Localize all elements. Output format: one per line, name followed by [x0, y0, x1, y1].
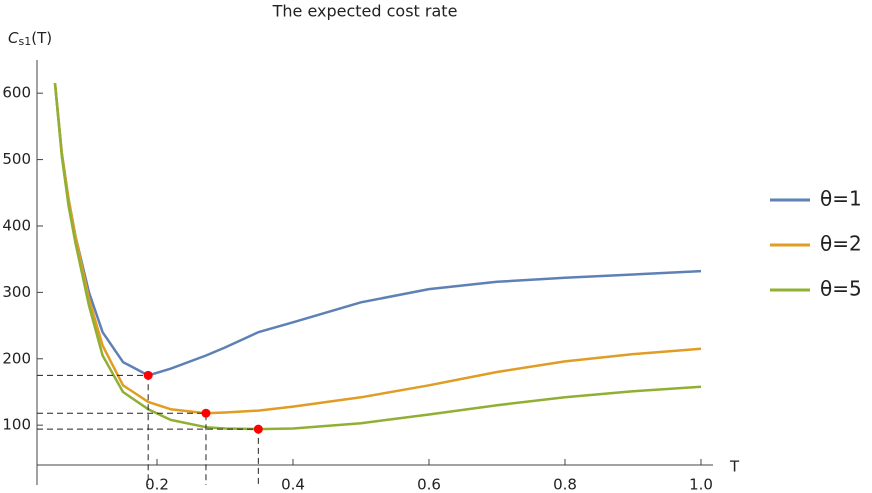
y-tick-label: 400 — [2, 216, 31, 234]
x-tick-label: 0.8 — [553, 476, 577, 493]
legend-label: θ=2 — [820, 232, 862, 256]
minimum-point — [201, 408, 211, 418]
y-label-part: s1 — [18, 35, 31, 48]
y-tick-label: 200 — [2, 349, 31, 367]
guide-line — [37, 412, 207, 485]
minimum-point — [253, 424, 263, 434]
x-axis-label: T — [729, 458, 740, 476]
y-label-part: (T) — [31, 29, 52, 47]
y-tick-label: 100 — [2, 416, 31, 434]
y-label-part: C — [8, 29, 19, 47]
minimum-point — [143, 370, 153, 380]
x-tick-label: 0.4 — [281, 476, 305, 493]
y-tick-label: 500 — [2, 150, 31, 168]
x-tick-label: 0.2 — [145, 476, 169, 493]
y-tick-label: 600 — [2, 84, 31, 102]
y-tick-label: 300 — [2, 283, 31, 301]
series-line — [53, 83, 702, 415]
legend-label: θ=5 — [820, 277, 862, 301]
y-axis-label: Cs1(T) — [8, 29, 52, 49]
x-tick-label: 1.0 — [689, 476, 713, 493]
series-line — [53, 83, 702, 377]
x-tick-label: 0.6 — [417, 476, 441, 493]
chart-title: The expected cost rate — [272, 2, 458, 21]
legend-label: θ=1 — [820, 187, 862, 211]
